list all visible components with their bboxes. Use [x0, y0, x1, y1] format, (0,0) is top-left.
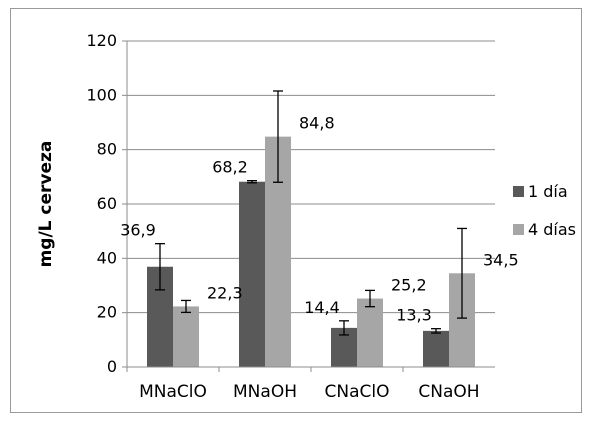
- x-category-label: MNaOH: [233, 382, 297, 402]
- data-label: 14,4: [304, 298, 340, 317]
- data-labels: 36,9 22,3 68,2 84,8 14,4 25,2 13,3 34,5: [120, 114, 518, 325]
- bar-series1: [423, 330, 449, 367]
- data-label: 22,3: [207, 283, 243, 302]
- bars: [147, 90, 475, 367]
- data-label: 36,9: [120, 221, 156, 240]
- y-tick-label: 60: [97, 194, 117, 213]
- y-tick-label: 0: [107, 357, 117, 376]
- y-tick-label: 40: [97, 248, 117, 267]
- data-label: 25,2: [391, 276, 427, 295]
- legend-swatch: [513, 224, 524, 235]
- y-tick-label: 100: [86, 85, 117, 104]
- legend-swatch: [513, 186, 524, 197]
- chart-frame: 0 20 40 60 80 100 120 MNaClO MNaOH CNaClO CNaOH 36…: [10, 8, 582, 413]
- x-category-label: MNaClO: [139, 382, 207, 402]
- y-tick-label: 20: [97, 303, 117, 322]
- data-label: 84,8: [299, 114, 335, 133]
- bar-series2: [357, 298, 383, 367]
- y-tick-label: 120: [86, 31, 117, 50]
- data-label: 68,2: [212, 158, 248, 177]
- y-axis-label: mg/L cerveza: [36, 141, 56, 268]
- legend: 1 día 4 días: [513, 182, 576, 239]
- bar-series2: [173, 306, 199, 367]
- y-tick-label: 80: [97, 140, 117, 159]
- x-category-label: CNaClO: [325, 382, 390, 402]
- x-category-label: CNaOH: [418, 382, 479, 402]
- gridlines: [127, 40, 495, 314]
- axes: 0 20 40 60 80 100 120 MNaClO MNaOH CNaClO CNaOH: [86, 31, 495, 402]
- bar-series1: [239, 181, 265, 367]
- legend-label: 4 días: [528, 220, 576, 239]
- data-label: 13,3: [396, 306, 432, 325]
- data-label: 34,5: [483, 250, 519, 269]
- legend-label: 1 día: [528, 182, 568, 201]
- bar-chart: 0 20 40 60 80 100 120 MNaClO MNaOH CNaClO CNaOH 36…: [36, 31, 576, 402]
